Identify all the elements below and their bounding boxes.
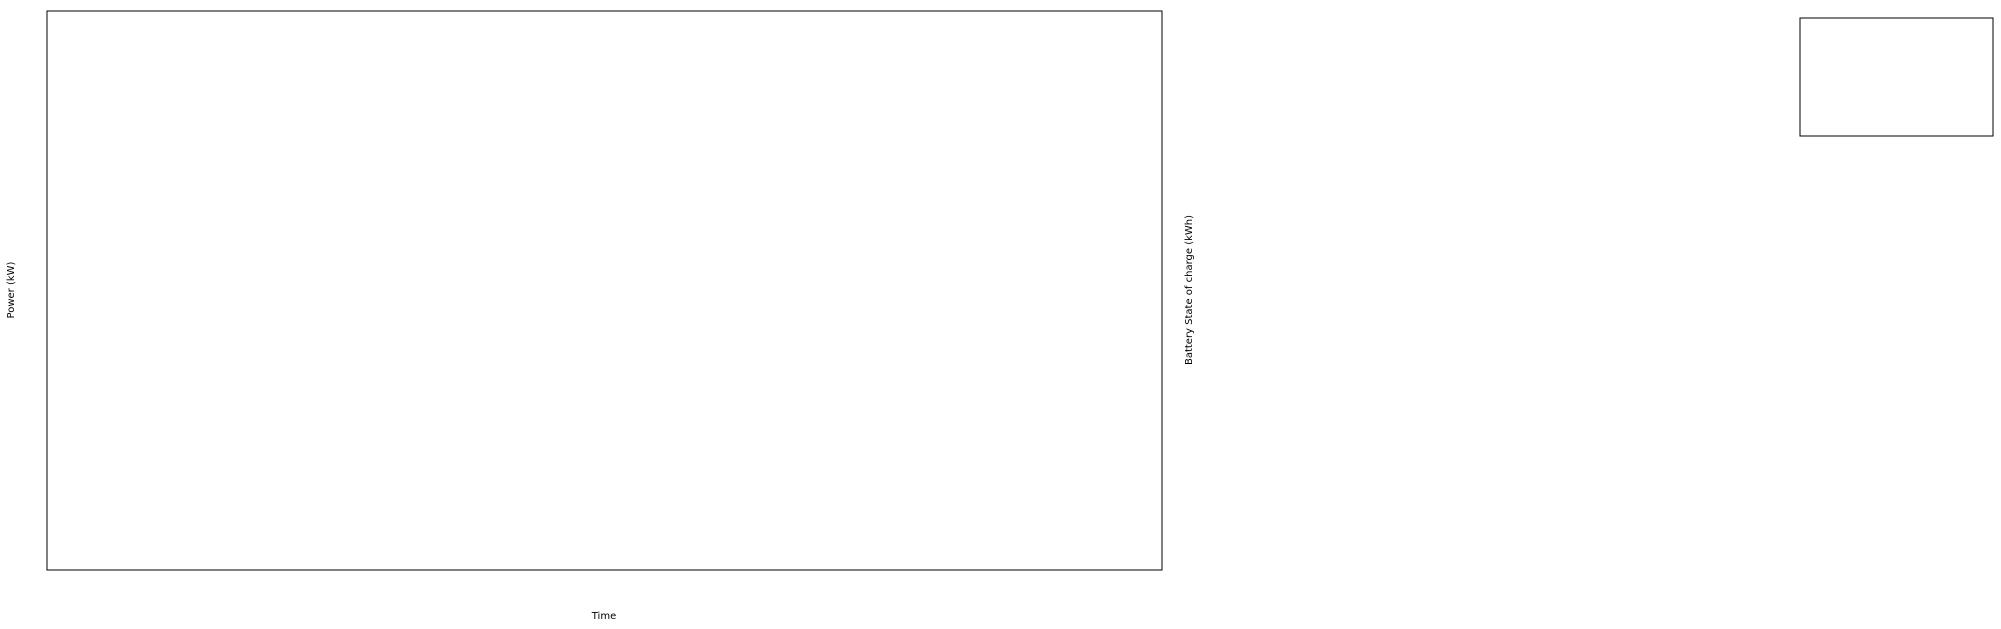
x-axis-title: Time [591,611,616,622]
legend-box [1799,17,1994,137]
legend [1799,17,1994,137]
y-axis-title: Power (kW) [6,261,17,318]
y2-axis-title: Battery State of charge (kWh) [1184,215,1195,365]
plot-frame [46,10,1163,571]
